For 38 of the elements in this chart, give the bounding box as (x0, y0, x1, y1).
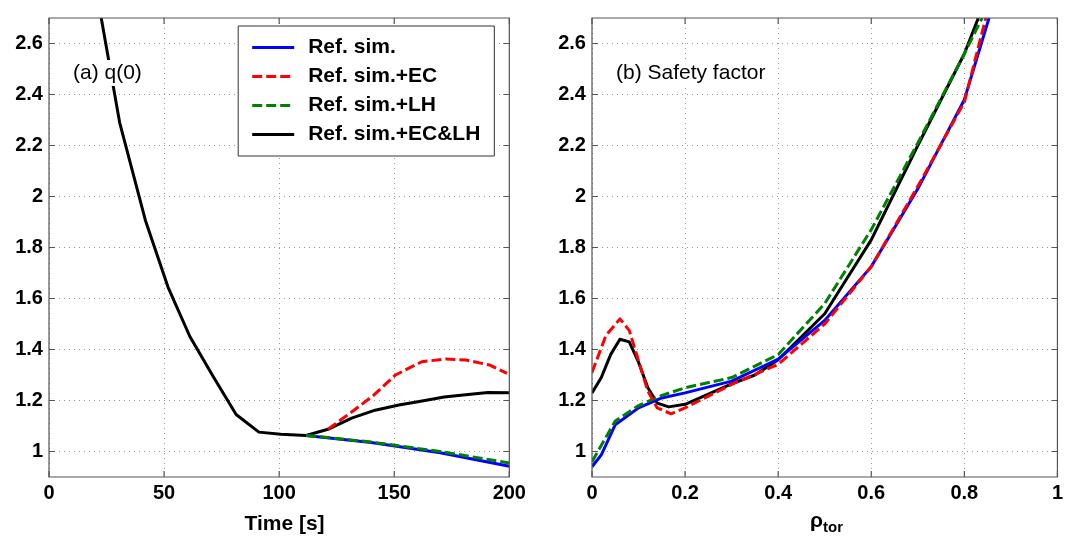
x-tick-label: 200 (492, 480, 526, 503)
x-tick-label: 100 (262, 480, 296, 503)
y-tick-label: 1 (31, 439, 43, 462)
legend-label: Ref. sim.+LH (308, 92, 436, 116)
y-tick-label: 2.6 (558, 31, 586, 54)
y-tick-label: 2 (31, 184, 43, 207)
x-tick-label: 0.2 (671, 480, 699, 503)
x-tick-label: 50 (152, 480, 176, 503)
y-tick-label: 2 (574, 184, 586, 207)
y-tick-label: 1.2 (15, 388, 43, 411)
y-tick-label: 2.2 (15, 133, 43, 156)
annotation: (a) q(0) (73, 59, 142, 83)
y-tick-label: 1.8 (558, 235, 586, 258)
y-tick-label: 2.6 (15, 31, 43, 54)
x-tick-label: 0.6 (857, 480, 886, 503)
y-tick-label: 1.6 (15, 286, 43, 309)
x-axis-title: Time [s] (244, 511, 325, 535)
y-tick-label: 1.4 (15, 337, 44, 360)
x-tick-label: 1 (1051, 480, 1063, 503)
legend-label: Ref. sim. (308, 34, 396, 58)
legend-label: Ref. sim.+EC&LH (308, 121, 481, 145)
y-tick-label: 1 (574, 439, 586, 462)
y-tick-label: 2.4 (558, 82, 587, 105)
x-tick-label: 0.8 (950, 480, 979, 503)
legend-label: Ref. sim.+EC (308, 63, 438, 87)
annotation: (b) Safety factor (616, 59, 766, 83)
x-axis-title: ρ$_{tor}$ (810, 507, 843, 535)
x-tick-label: 0 (586, 480, 598, 503)
x-tick-label: 150 (377, 480, 411, 503)
y-tick-label: 1.6 (558, 286, 586, 309)
y-tick-label: 2.2 (558, 133, 586, 156)
y-tick-label: 2.4 (15, 82, 44, 105)
line-series (326, 357, 509, 431)
x-tick-label: 0.4 (764, 480, 793, 503)
y-tick-label: 1.8 (15, 235, 43, 258)
y-tick-label: 1.4 (558, 337, 587, 360)
x-tick-label: 0 (43, 480, 55, 503)
y-tick-label: 1.2 (558, 388, 586, 411)
